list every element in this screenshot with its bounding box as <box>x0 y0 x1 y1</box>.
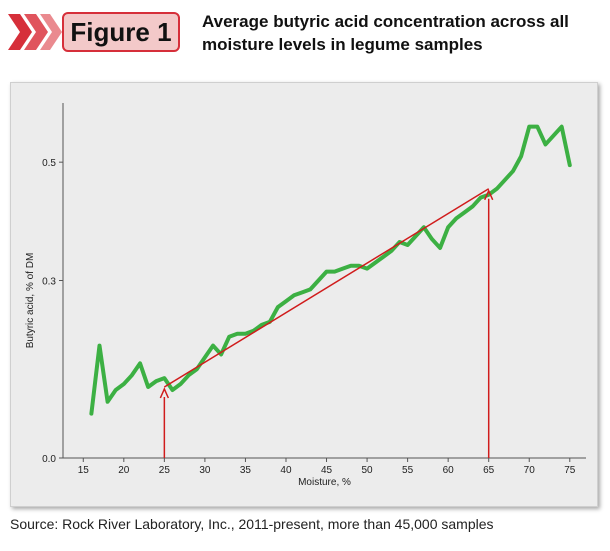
x-tick-label: 75 <box>564 465 576 476</box>
data-point <box>227 335 231 339</box>
data-point <box>365 267 369 271</box>
data-point <box>341 267 345 271</box>
data-point <box>260 323 264 327</box>
x-tick-label: 30 <box>199 465 211 476</box>
data-point <box>430 237 434 241</box>
data-point <box>406 243 410 247</box>
data-point <box>243 332 247 336</box>
x-tick-label: 40 <box>280 465 292 476</box>
data-point <box>211 344 215 348</box>
x-tick-label: 15 <box>78 465 90 476</box>
data-point <box>446 225 450 229</box>
data-point <box>138 361 142 365</box>
data-point <box>106 400 110 404</box>
chart-panel: 0.0 0.3 0.5 15 20 25 30 35 40 45 50 55 60 65 70 75 Moist… <box>10 82 598 507</box>
y-axis-title: Butyric acid, % of DM <box>25 253 36 349</box>
y-tick-label: 0.0 <box>42 454 56 465</box>
x-tick-label: 50 <box>362 465 374 476</box>
data-point <box>170 388 174 392</box>
data-point <box>333 270 337 274</box>
data-point <box>470 205 474 209</box>
data-point <box>389 249 393 253</box>
data-point <box>187 373 191 377</box>
data-point <box>381 255 385 259</box>
data-point <box>495 187 499 191</box>
figure-label: Figure 1 <box>70 16 172 47</box>
x-tick-label: 55 <box>402 465 414 476</box>
x-tick-label: 20 <box>118 465 130 476</box>
data-point <box>130 373 134 377</box>
data-point <box>552 134 556 138</box>
data-point <box>276 305 280 309</box>
data-point <box>325 270 329 274</box>
data-point <box>97 344 101 348</box>
data-point <box>568 163 572 167</box>
data-point <box>543 142 547 146</box>
data-point <box>373 261 377 265</box>
figure-title: Average butyric acid concentration acros… <box>202 10 602 56</box>
chevron-arrows-icon <box>8 14 62 50</box>
x-tick-label: 65 <box>483 465 495 476</box>
x-tick-label: 45 <box>321 465 333 476</box>
data-point <box>535 125 539 129</box>
data-point <box>316 279 320 282</box>
series-line <box>89 124 572 416</box>
line-chart: 0.0 0.3 0.5 15 20 25 30 35 40 45 50 55 60 65 70 75 Moist… <box>25 103 586 488</box>
data-point <box>438 246 442 250</box>
source-note: Source: Rock River Laboratory, Inc., 201… <box>10 516 494 532</box>
x-tick-label: 70 <box>524 465 536 476</box>
data-point <box>479 196 483 200</box>
trend-line <box>163 188 490 388</box>
x-tick-label: 25 <box>159 465 171 476</box>
data-point <box>300 290 304 294</box>
figure-title-line-2: moisture levels in legume samples <box>202 35 483 54</box>
data-point <box>154 379 158 383</box>
x-axis-title: Moisture, % <box>298 477 351 488</box>
data-point <box>219 352 223 356</box>
data-point <box>114 388 118 392</box>
data-point <box>235 332 239 336</box>
figure-label-badge: Figure 1 <box>62 12 180 52</box>
data-point <box>414 234 418 238</box>
marker-arrow-head <box>159 387 170 399</box>
data-point <box>462 210 466 214</box>
data-point <box>284 299 288 303</box>
data-point <box>349 264 353 268</box>
data-point <box>146 385 150 389</box>
marker-arrow-head <box>484 188 494 201</box>
y-tick-label: 0.3 <box>42 277 56 288</box>
x-tick-label: 35 <box>240 465 252 476</box>
data-point <box>122 382 126 386</box>
x-tick-label: 60 <box>443 465 455 476</box>
data-point <box>203 355 207 359</box>
y-tick-label: 0.5 <box>42 158 56 169</box>
figure-header: Figure 1 Average butyric acid concentrat… <box>0 0 610 78</box>
data-point <box>292 293 296 297</box>
data-point <box>454 216 458 220</box>
data-point <box>503 178 507 182</box>
data-point <box>162 376 166 380</box>
data-point <box>308 287 312 291</box>
data-point <box>511 169 515 173</box>
data-point <box>357 264 361 268</box>
data-point <box>560 125 564 129</box>
data-point <box>519 154 523 158</box>
data-point <box>179 382 183 386</box>
figure-title-line-1: Average butyric acid concentration acros… <box>202 12 569 31</box>
data-point <box>527 125 531 129</box>
data-point <box>89 412 93 416</box>
